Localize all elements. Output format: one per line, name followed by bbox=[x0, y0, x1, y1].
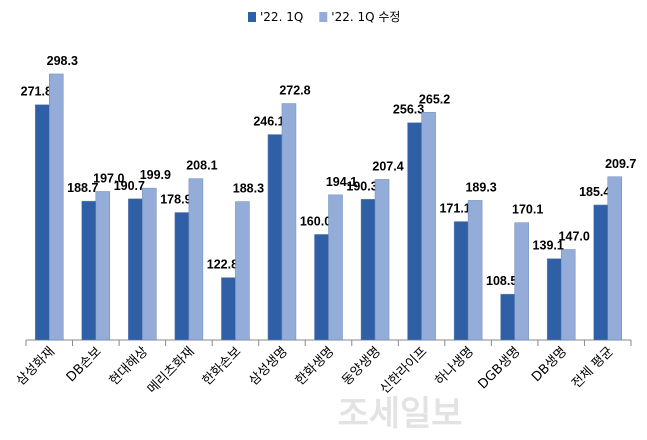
data-label: 194.1 bbox=[326, 175, 357, 189]
data-label: 207.4 bbox=[372, 159, 403, 173]
legend: '22. 1Q '22. 1Q 수정 bbox=[248, 10, 400, 24]
data-label: 108.5 bbox=[486, 274, 517, 288]
bar bbox=[360, 199, 376, 341]
data-label: 147.0 bbox=[559, 230, 590, 244]
data-label: 190.3 bbox=[346, 179, 377, 193]
data-label: 188.3 bbox=[233, 182, 264, 196]
bar bbox=[560, 249, 576, 341]
legend-swatch bbox=[319, 12, 328, 22]
bar bbox=[174, 212, 190, 341]
bar bbox=[281, 103, 297, 341]
data-label: 197.0 bbox=[93, 171, 124, 185]
bar bbox=[95, 191, 111, 341]
data-label: 139.1 bbox=[533, 239, 564, 253]
bar bbox=[500, 293, 515, 341]
bar bbox=[142, 187, 157, 341]
bar bbox=[514, 222, 529, 341]
bar bbox=[328, 194, 343, 341]
data-label: 256.3 bbox=[393, 103, 424, 117]
data-label: 189.3 bbox=[465, 180, 496, 194]
data-label: 178.9 bbox=[160, 192, 191, 206]
bar bbox=[188, 178, 204, 341]
legend-label: '22. 1Q bbox=[260, 10, 303, 24]
legend-label: '22. 1Q 수정 bbox=[331, 10, 400, 24]
bar bbox=[35, 104, 50, 341]
data-label: 272.8 bbox=[279, 84, 310, 98]
bar bbox=[453, 221, 469, 341]
data-label: 171.1 bbox=[439, 202, 470, 216]
bar bbox=[267, 134, 283, 341]
data-label: 199.9 bbox=[140, 168, 171, 182]
data-label: 246.1 bbox=[253, 115, 284, 129]
data-label: 208.1 bbox=[186, 159, 217, 173]
data-label: 271.8 bbox=[21, 85, 52, 99]
bar bbox=[235, 201, 250, 341]
data-label: 185.4 bbox=[579, 185, 610, 199]
bar bbox=[467, 200, 483, 341]
data-label: 122.8 bbox=[207, 258, 238, 272]
data-label: 188.7 bbox=[67, 181, 98, 195]
data-label: 298.3 bbox=[47, 54, 78, 68]
bar bbox=[407, 122, 422, 341]
data-label: 160.0 bbox=[300, 214, 331, 228]
bar bbox=[81, 200, 97, 341]
legend-swatch bbox=[248, 12, 256, 22]
data-label: 265.2 bbox=[419, 92, 450, 106]
bar bbox=[546, 258, 562, 341]
bar bbox=[128, 198, 143, 341]
watermark: 조세일보 bbox=[337, 394, 462, 434]
bar bbox=[314, 234, 329, 341]
bar bbox=[374, 179, 390, 341]
bar bbox=[421, 112, 436, 341]
bar bbox=[607, 176, 622, 341]
data-label: 209.7 bbox=[605, 157, 636, 171]
bar bbox=[221, 277, 236, 341]
data-label: 170.1 bbox=[512, 203, 543, 217]
data-label: 190.7 bbox=[114, 179, 145, 193]
bar bbox=[593, 204, 608, 341]
bar bbox=[49, 73, 64, 341]
